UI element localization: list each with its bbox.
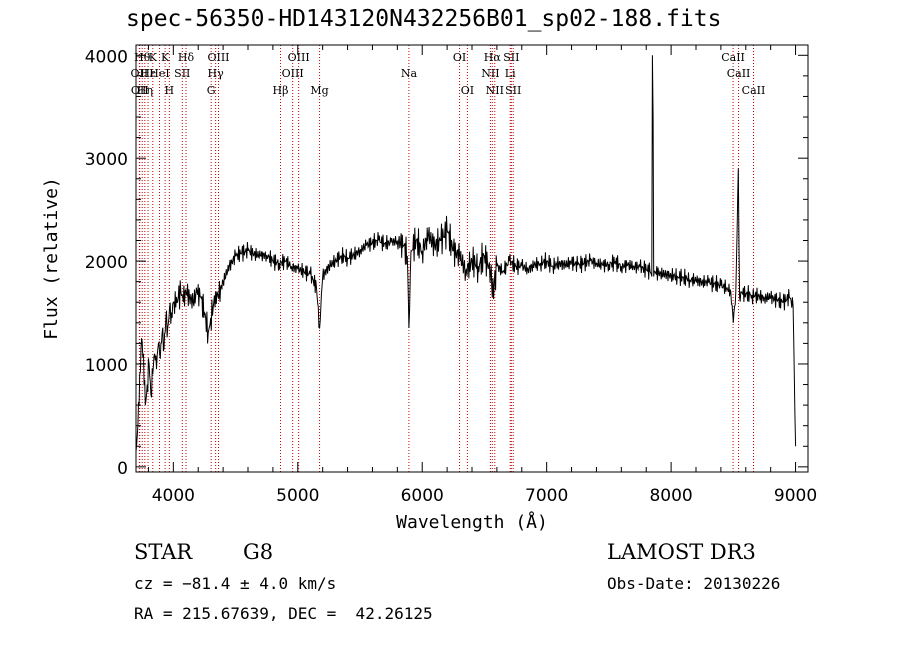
ra-dec-coordinates: RA = 215.67639, DEC = 42.26125: [134, 604, 433, 623]
x-tick-label-5: 9000: [774, 486, 817, 506]
line-label-7: K: [161, 51, 170, 64]
survey-name: LAMOST DR3: [607, 540, 756, 564]
line-label-18: Na: [401, 67, 418, 80]
line-label-26: SII: [505, 84, 521, 97]
y-tick-label-1: 1000: [85, 356, 128, 376]
x-tick-label-0: 4000: [152, 486, 195, 506]
line-label-23: NII: [486, 84, 504, 97]
line-label-0: OII: [131, 67, 149, 80]
line-label-6: HeI: [149, 67, 169, 80]
line-label-5: K: [149, 51, 158, 64]
y-axis: 0 1000 2000 3000 4000: [85, 47, 808, 479]
line-label-4: Hε: [140, 67, 156, 80]
y-tick-label-0: 0: [117, 459, 128, 479]
line-label-27: CaII: [721, 51, 745, 64]
line-label-3: Hη: [137, 84, 153, 97]
line-label-19: OI: [453, 51, 466, 64]
x-tick-label-3: 7000: [525, 486, 568, 506]
x-tick-label-2: 6000: [401, 486, 444, 506]
y-tick-label-3: 3000: [85, 150, 128, 170]
observation-date: Obs-Date: 20130226: [607, 574, 781, 593]
chart-title: spec-56350-HD143120N432256B01_sp02-188.f…: [126, 6, 722, 32]
x-axis-label: Wavelength (Å): [396, 511, 548, 533]
line-labels: OII OII Hθ Hη Hε K HeI K H SII Hδ G Hγ OIII Hβ OIII OIII…: [131, 51, 766, 97]
line-label-16: OIII: [288, 51, 310, 64]
line-label-22: Hα: [484, 51, 502, 64]
line-markers: [138, 45, 754, 472]
spectrum-line: [135, 55, 797, 452]
x-axis: 4000 5000 6000 7000 8000 9000: [147, 45, 817, 506]
line-label-24: Li: [505, 67, 516, 80]
x-tick-label-4: 8000: [649, 486, 692, 506]
line-label-11: G: [207, 84, 216, 97]
y-axis-label: Flux (relative): [41, 177, 62, 340]
line-label-20: OI: [461, 84, 474, 97]
line-label-21: NII: [481, 67, 499, 80]
line-label-2: Hθ: [134, 51, 151, 64]
line-label-9: SII: [174, 67, 190, 80]
line-label-25: SII: [503, 51, 519, 64]
line-label-1: OII: [131, 84, 149, 97]
object-type: STAR: [134, 540, 193, 564]
line-label-15: OIII: [282, 67, 304, 80]
line-label-13: OIII: [207, 51, 229, 64]
y-tick-label-4: 4000: [85, 47, 128, 67]
spectrum-group: [135, 55, 797, 452]
line-label-14: Hβ: [273, 84, 289, 97]
line-label-8: H: [165, 84, 175, 97]
x-tick-label-1: 5000: [276, 486, 319, 506]
line-label-10: Hδ: [178, 51, 195, 64]
line-label-12: Hγ: [208, 67, 225, 80]
y-tick-label-2: 2000: [85, 253, 128, 273]
line-label-28: CaII: [727, 67, 751, 80]
redshift-velocity: cz = −81.4 ± 4.0 km/s: [134, 574, 337, 593]
line-label-17: Mg: [310, 84, 328, 97]
spectral-subclass: G8: [243, 540, 274, 564]
line-label-29: CaII: [742, 84, 766, 97]
